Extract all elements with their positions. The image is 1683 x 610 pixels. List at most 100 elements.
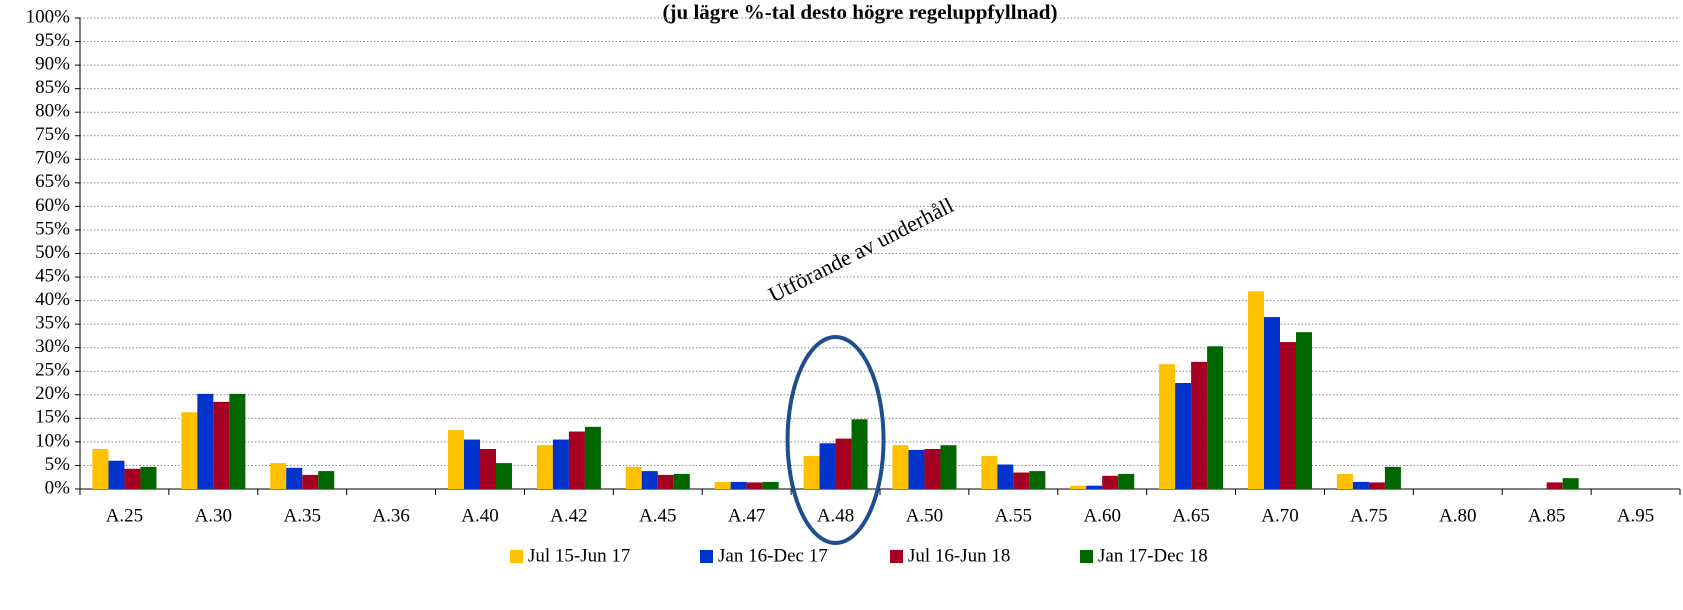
bar — [1248, 291, 1264, 489]
y-tick-label: 50% — [35, 242, 70, 263]
y-tick-label: 65% — [35, 171, 70, 192]
bar — [762, 481, 779, 489]
x-tick-label: A.30 — [195, 505, 232, 526]
x-tick-label: A.45 — [639, 505, 676, 526]
x-tick-label: A.36 — [372, 505, 409, 526]
y-tick-label: 10% — [35, 430, 70, 451]
y-tick-label: 85% — [35, 77, 70, 98]
x-tick-label: A.70 — [1261, 505, 1298, 526]
y-tick-label: 20% — [35, 383, 70, 404]
bar — [552, 439, 569, 489]
legend-label: Jul 15-Jun 17 — [528, 545, 630, 566]
bar — [1296, 332, 1312, 489]
y-tick-label: 5% — [45, 454, 71, 475]
y-tick-label: 80% — [35, 101, 70, 122]
annotation: Utförande av underhåll — [764, 192, 957, 307]
bar — [657, 474, 674, 489]
y-tick-label: 0% — [45, 477, 71, 498]
bar — [1191, 361, 1208, 489]
y-tick-label: 35% — [35, 313, 70, 334]
bar — [1086, 485, 1103, 489]
bar — [641, 471, 658, 489]
x-tick-label: A.60 — [1083, 505, 1120, 526]
bar — [229, 393, 246, 489]
x-tick-label: A.40 — [461, 505, 498, 526]
legend-label: Jan 17-Dec 18 — [1098, 545, 1208, 566]
bar — [1336, 473, 1353, 489]
bar — [714, 481, 731, 489]
highlight-ellipse — [785, 335, 886, 545]
y-tick-label: 25% — [35, 360, 70, 381]
bar — [981, 456, 998, 489]
y-tick-label: 40% — [35, 289, 70, 310]
bar — [908, 449, 925, 489]
x-tick-label: A.80 — [1439, 505, 1476, 526]
bar — [584, 426, 601, 489]
bar — [835, 438, 852, 489]
bar — [940, 445, 957, 489]
y-tick-label: 70% — [35, 148, 70, 169]
bar — [1102, 475, 1119, 489]
bar — [464, 439, 480, 489]
bar — [746, 482, 763, 489]
bar — [1352, 481, 1369, 489]
legend-label: Jul 16-Jun 18 — [908, 545, 1010, 566]
bar — [1118, 473, 1135, 489]
bar — [819, 443, 836, 489]
bar — [625, 466, 642, 489]
bar — [1546, 482, 1563, 489]
legend-swatch — [700, 550, 713, 563]
x-tick-label: A.48 — [817, 505, 854, 526]
bar — [480, 448, 496, 489]
bar — [1368, 482, 1385, 489]
bar — [892, 445, 909, 489]
bar — [1264, 317, 1280, 489]
bar — [536, 445, 553, 489]
bar — [1175, 383, 1192, 489]
bar — [108, 460, 125, 489]
y-tick-label: 95% — [35, 30, 70, 51]
bar — [1384, 466, 1401, 489]
bar — [213, 401, 230, 489]
y-tick-label: 45% — [35, 265, 70, 286]
x-tick-label: A.65 — [1172, 505, 1209, 526]
y-tick-label: 15% — [35, 407, 70, 428]
y-tick-label: 90% — [35, 53, 70, 74]
bar — [1159, 364, 1176, 489]
x-tick-label: A.50 — [906, 505, 943, 526]
bar — [124, 468, 141, 489]
bar — [181, 412, 198, 489]
bar — [1070, 485, 1087, 489]
bar — [496, 463, 512, 489]
x-tick-label: A.47 — [728, 505, 765, 526]
bar — [270, 463, 287, 489]
x-tick-label: A.35 — [283, 505, 320, 526]
bar — [851, 419, 868, 489]
bar — [302, 474, 319, 489]
legend-swatch — [510, 550, 523, 563]
bar — [197, 393, 214, 489]
y-tick-label: 55% — [35, 218, 70, 239]
bar — [1562, 478, 1579, 489]
bar — [140, 466, 157, 489]
x-tick-label: A.95 — [1617, 505, 1654, 526]
bar — [318, 471, 335, 489]
bar — [673, 473, 690, 489]
legend-label: Jan 16-Dec 17 — [718, 545, 828, 566]
y-tick-label: 60% — [35, 195, 70, 216]
x-tick-label: A.85 — [1528, 505, 1565, 526]
x-tick-label: A.25 — [106, 505, 143, 526]
x-tick-label: A.42 — [550, 505, 587, 526]
bar — [286, 467, 303, 489]
bar — [1207, 346, 1224, 489]
bar — [448, 430, 464, 489]
legend-swatch — [1080, 550, 1093, 563]
y-tick-label: 75% — [35, 124, 70, 145]
y-tick-label: 100% — [26, 6, 71, 27]
y-tick-label: 30% — [35, 336, 70, 357]
bar — [997, 464, 1014, 489]
bar — [1013, 472, 1030, 489]
bar — [1280, 342, 1296, 489]
bar — [730, 481, 747, 489]
